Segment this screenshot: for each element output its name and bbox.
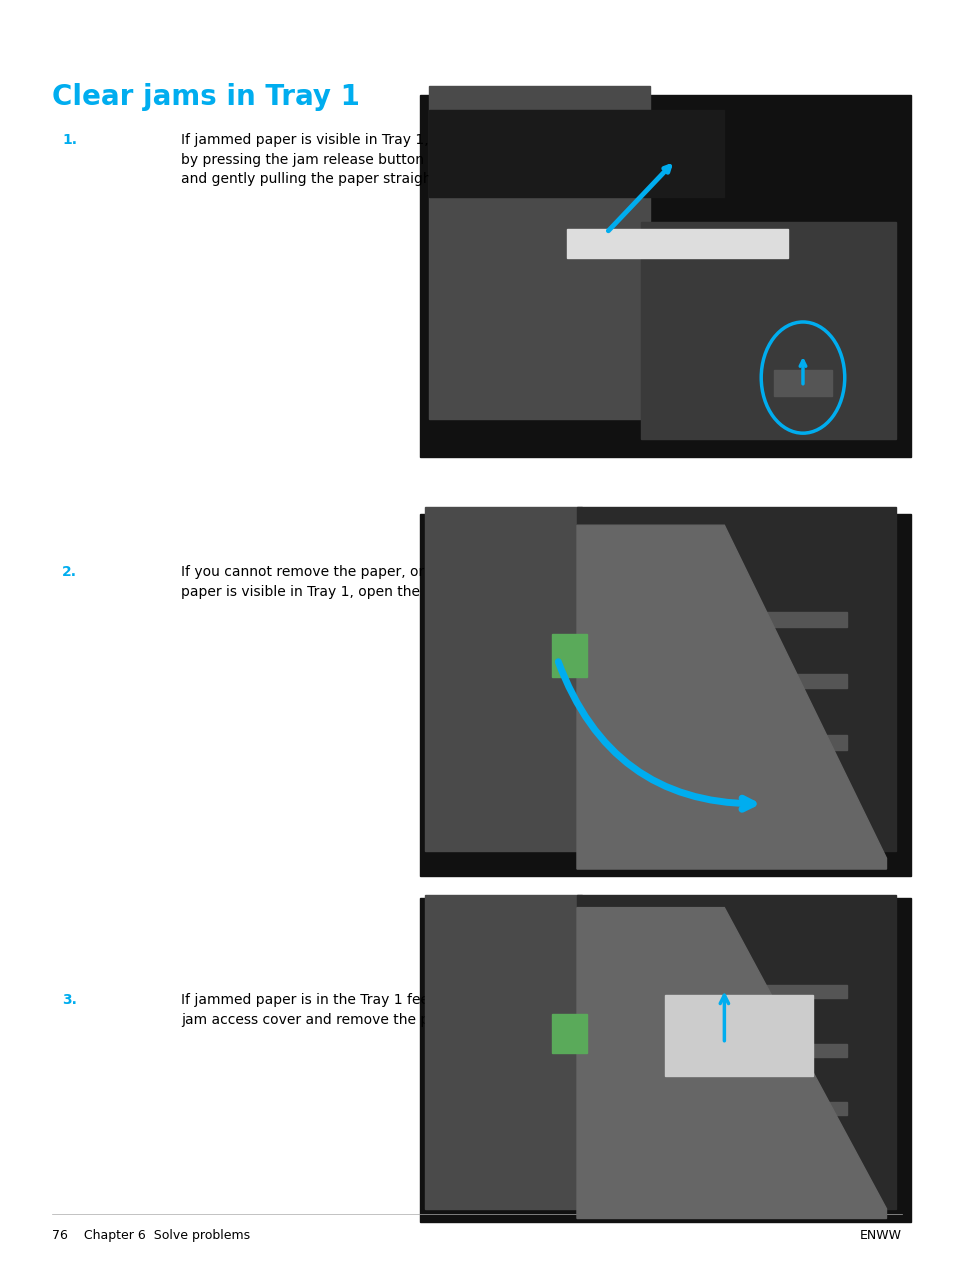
Bar	[625, 986, 846, 998]
Bar	[625, 612, 846, 626]
Bar	[665, 996, 812, 1076]
Bar	[577, 895, 896, 1209]
Polygon shape	[577, 526, 885, 869]
Bar	[429, 86, 650, 419]
Text: ENWW: ENWW	[859, 1229, 901, 1242]
Text: Clear jams in Tray 1: Clear jams in Tray 1	[52, 83, 360, 110]
Bar	[625, 673, 846, 688]
Text: If you cannot remove the paper, or if no jammed
paper is visible in Tray 1, open: If you cannot remove the paper, or if no…	[181, 565, 520, 598]
Bar	[625, 796, 846, 812]
Bar	[625, 1102, 846, 1115]
Bar	[625, 1161, 846, 1173]
Text: 3.: 3.	[62, 993, 77, 1007]
Text: 1.: 1.	[62, 133, 77, 147]
Bar	[625, 735, 846, 749]
Bar	[419, 95, 910, 457]
Bar	[552, 634, 586, 677]
Bar	[577, 507, 896, 851]
Bar	[419, 514, 910, 876]
Bar	[429, 109, 723, 197]
Bar	[625, 1044, 846, 1057]
Polygon shape	[577, 908, 885, 1218]
Bar	[566, 229, 787, 258]
Text: 76    Chapter 6  Solve problems: 76 Chapter 6 Solve problems	[52, 1229, 251, 1242]
Bar	[424, 895, 581, 1209]
Bar	[424, 507, 581, 851]
Bar	[552, 1015, 586, 1053]
Text: If jammed paper is in the Tray 1 feed area, lift the
jam access cover and remove: If jammed paper is in the Tray 1 feed ar…	[181, 993, 527, 1026]
Bar	[640, 222, 896, 439]
Text: 2.: 2.	[62, 565, 77, 579]
Text: If jammed paper is visible in Tray 1, clear the jam
by pressing the jam release : If jammed paper is visible in Tray 1, cl…	[181, 133, 528, 187]
Bar	[419, 898, 910, 1222]
Bar	[773, 371, 832, 396]
